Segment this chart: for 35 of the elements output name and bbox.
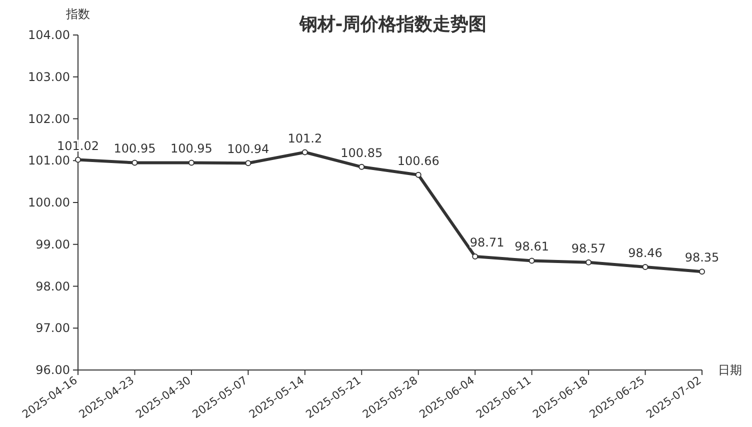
chart-title: 钢材-周价格指数走势图 xyxy=(298,14,487,35)
data-label: 100.94 xyxy=(227,142,270,156)
y-tick-label: 96.00 xyxy=(36,363,70,377)
data-label: 100.66 xyxy=(397,154,440,168)
point xyxy=(586,259,592,266)
data-label: 101.2 xyxy=(288,131,322,146)
data-label: 98.57 xyxy=(571,241,606,256)
y-tick-label: 102.00 xyxy=(28,112,70,126)
point xyxy=(699,268,705,275)
y-tick-label: 100.00 xyxy=(28,196,70,210)
data-label: 100.95 xyxy=(170,142,212,156)
y-tick-label: 101.00 xyxy=(28,154,70,168)
point xyxy=(245,160,252,166)
data-label: 98.71 xyxy=(470,236,504,250)
y-tick-label: 97.00 xyxy=(36,321,70,336)
point xyxy=(642,264,648,270)
data-label: 100.95 xyxy=(114,142,156,156)
y-tick-label: 98.00 xyxy=(36,279,70,294)
y-tick-label: 104.00 xyxy=(28,28,70,42)
y-tick-label: 99.00 xyxy=(36,237,70,252)
point xyxy=(528,258,535,264)
y-axis-title: 指数 xyxy=(65,7,90,21)
data-label: 100.85 xyxy=(340,146,383,160)
data-label: 98.35 xyxy=(684,250,720,265)
data-label: 98.46 xyxy=(628,246,662,260)
point xyxy=(132,160,138,166)
point xyxy=(472,254,478,260)
x-axis-title: 日期 xyxy=(718,363,742,377)
point xyxy=(302,149,308,156)
point xyxy=(358,164,365,170)
data-label: 98.61 xyxy=(514,240,549,254)
y-tick-label: 103.00 xyxy=(28,70,70,84)
point xyxy=(415,172,422,178)
point xyxy=(75,156,81,163)
point xyxy=(188,160,194,166)
